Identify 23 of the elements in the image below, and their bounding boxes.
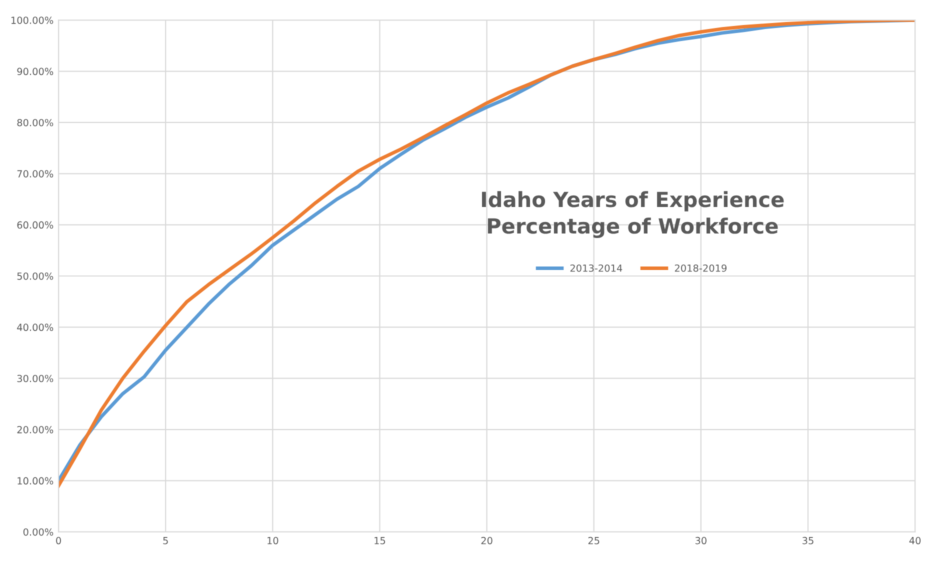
y-tick-label: 20.00% <box>17 426 54 434</box>
x-tick-label: 25 <box>588 536 600 544</box>
x-tick-label: 20 <box>481 536 492 544</box>
x-tick-label: 15 <box>374 537 386 544</box>
y-tick-label: 100.00% <box>11 16 54 24</box>
y-tick-label: 0.00% <box>23 528 54 536</box>
legend-label: 2013-2014 <box>570 264 622 272</box>
y-tick-label: 90.00% <box>17 68 54 76</box>
y-tick-label: 40.00% <box>17 324 54 332</box>
y-tick-label: 50.00% <box>17 272 54 280</box>
x-tick-label: 40 <box>909 536 921 544</box>
y-tick-label: 10.00% <box>18 477 54 485</box>
text: Idaho Years of Experience Percentage of Workforce <box>482 191 784 238</box>
y-tick-label: 80.00% <box>17 118 54 126</box>
x-tick-label: 0 <box>56 536 61 544</box>
y-tick-label: 60.00% <box>17 221 54 229</box>
x-tick-label: 10 <box>268 536 278 544</box>
y-tick-label: 70.00% <box>17 170 54 178</box>
legend-label: 2018-2019 <box>674 264 727 272</box>
x-tick-label: 30 <box>695 536 706 544</box>
x-tick-label: 5 <box>163 537 168 544</box>
x-tick-label: 35 <box>802 536 814 544</box>
y-tick-label: 30.00% <box>17 374 54 382</box>
